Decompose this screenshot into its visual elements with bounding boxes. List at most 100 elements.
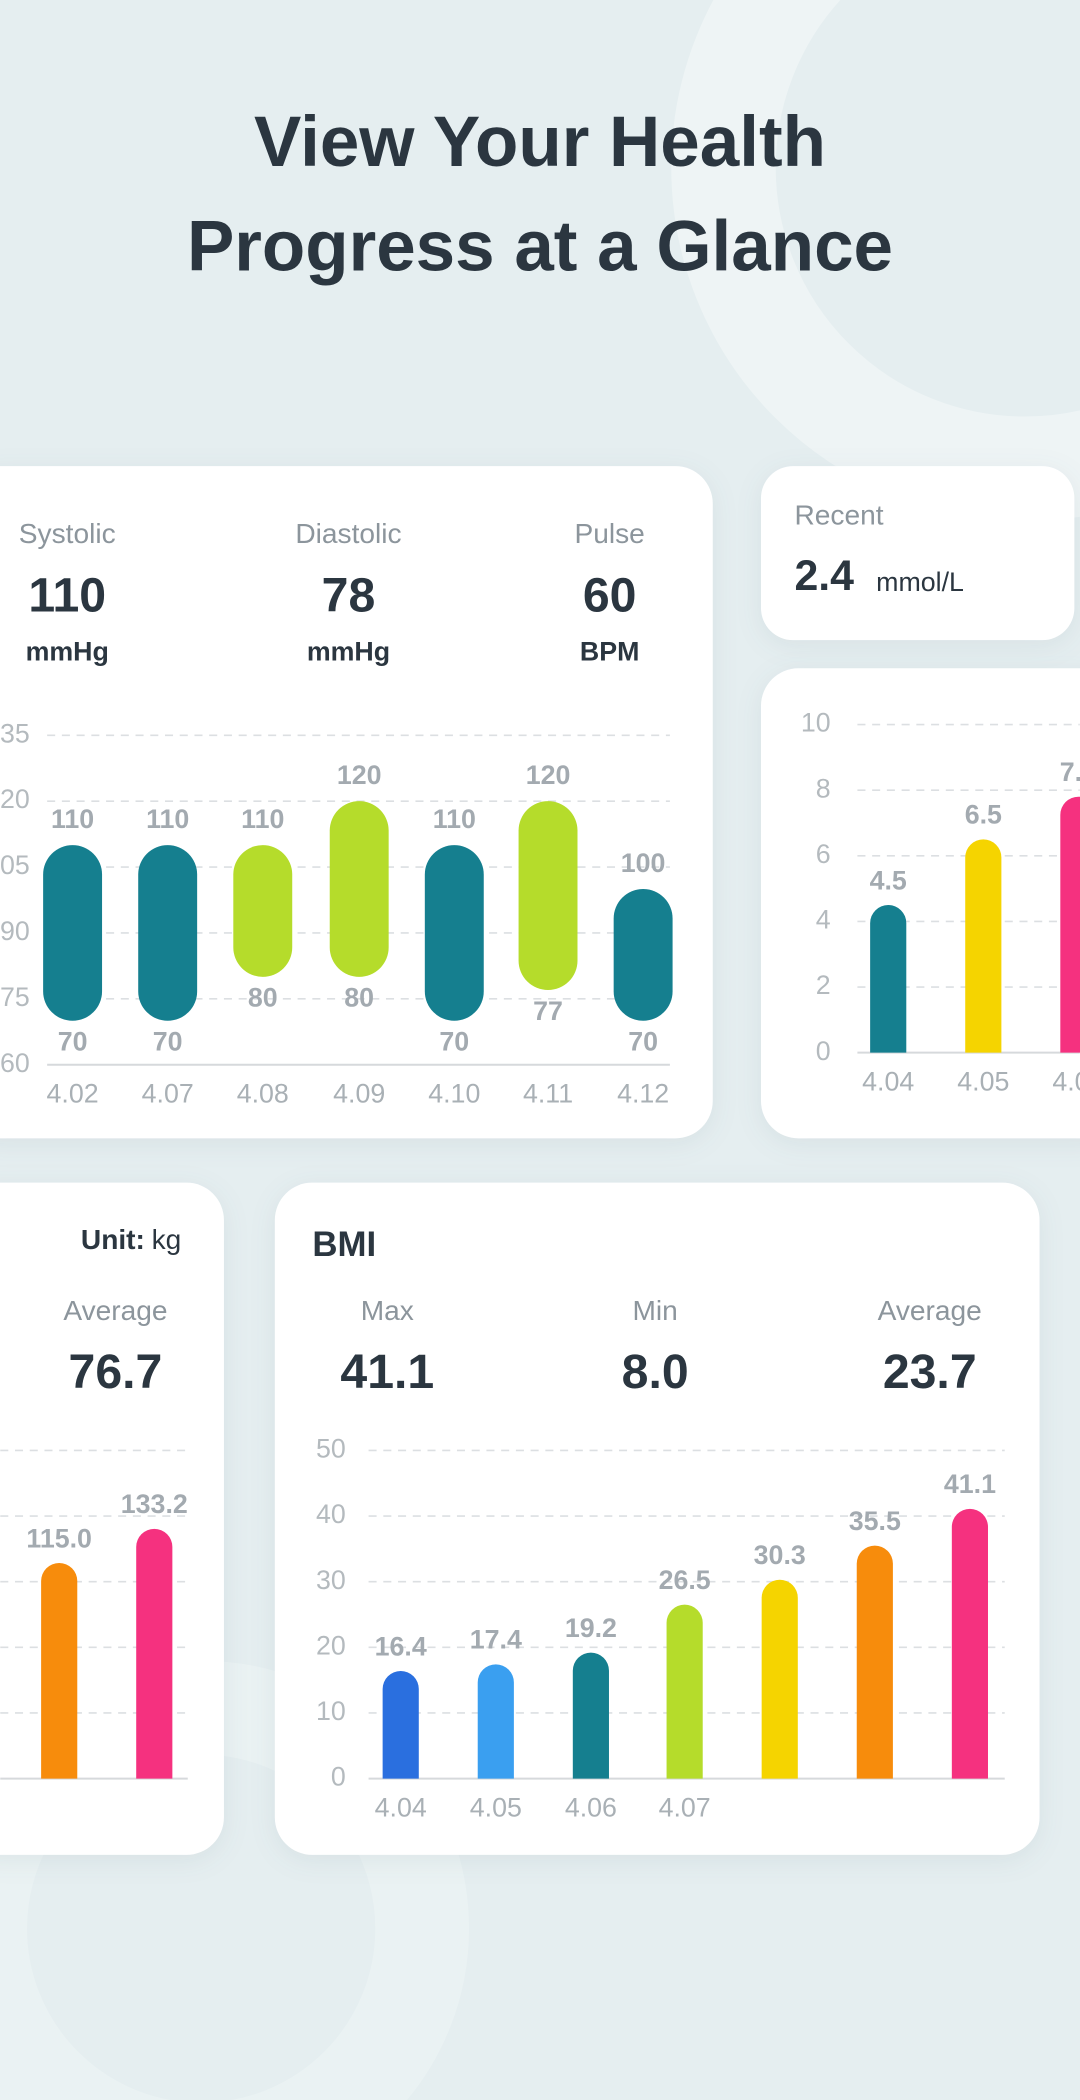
bar	[856, 1545, 893, 1779]
stat-value: 76.7	[69, 1345, 163, 1399]
stat-value: 2.4	[794, 552, 854, 600]
data-label: 120	[526, 760, 571, 790]
y-tick-label: 0	[816, 1036, 831, 1066]
recent-card	[760, 466, 1075, 641]
bar	[572, 1652, 609, 1779]
bar	[951, 1508, 988, 1779]
data-label: 26.5	[659, 1565, 711, 1595]
range-bar	[424, 845, 484, 1021]
x-tick-label: 4.05	[470, 1792, 522, 1822]
x-tick-label: 4.05	[957, 1067, 1009, 1097]
x-tick-label: 4.11	[523, 1079, 573, 1109]
y-tick-label: 6	[816, 839, 831, 869]
x-tick-label: 4.04	[862, 1067, 914, 1097]
y-tick-label: 135	[0, 718, 30, 748]
data-label: 110	[241, 804, 284, 834]
x-tick-label: 4.02	[47, 1079, 99, 1109]
x-tick-label: 4.06	[565, 1792, 617, 1822]
bar	[666, 1604, 703, 1779]
x-tick-label: 4.09	[333, 1079, 385, 1109]
stat-label: Diastolic	[295, 518, 401, 549]
card-title: BMI	[312, 1225, 376, 1264]
y-tick-label: 120	[0, 784, 30, 814]
stat-value: 41.1	[340, 1345, 434, 1399]
y-tick-label: 8	[816, 773, 831, 803]
stat-label: Pulse	[574, 518, 644, 549]
x-tick-label: 4.10	[428, 1079, 480, 1109]
y-tick-label: 105	[0, 850, 30, 880]
data-label: 17.4	[470, 1625, 522, 1655]
y-tick-label: 20	[316, 1630, 346, 1660]
x-tick-label: 4.08	[237, 1079, 289, 1109]
data-label: 6.5	[965, 800, 1002, 830]
data-label: 30.3	[754, 1540, 806, 1570]
stat-label: Min	[633, 1295, 678, 1326]
x-tick-label: 4.07	[659, 1792, 711, 1822]
stat-value: 110	[28, 568, 106, 622]
y-tick-label: 60	[0, 1048, 30, 1078]
stat-unit: mmHg	[26, 637, 109, 667]
stat-label: Max	[361, 1295, 414, 1326]
range-bar	[329, 801, 389, 977]
y-tick-label: 75	[0, 982, 30, 1012]
x-tick-label: 4.06	[1052, 1067, 1080, 1097]
data-label: 133.2	[121, 1489, 188, 1519]
range-bar	[613, 889, 673, 1021]
x-tick-label: 4.04	[375, 1792, 427, 1822]
data-label: 77	[533, 996, 563, 1026]
data-label: 70	[153, 1027, 183, 1057]
data-label: 70	[58, 1027, 88, 1057]
data-label: 70	[439, 1027, 469, 1057]
data-label: 80	[344, 983, 374, 1013]
y-tick-label: 30	[316, 1565, 346, 1595]
data-label: 7.8	[1060, 757, 1080, 787]
stat-value: 8.0	[622, 1345, 689, 1399]
x-tick-label: 4.07	[142, 1079, 194, 1109]
stat-value: 60	[583, 568, 637, 622]
data-label: 120	[337, 760, 382, 790]
bar	[870, 905, 907, 1053]
data-label: 35.5	[849, 1506, 901, 1536]
headline: Progress at a Glance	[187, 208, 893, 287]
data-label: 110	[51, 804, 94, 834]
bar	[382, 1670, 419, 1779]
stat-unit: BPM	[580, 637, 639, 667]
y-tick-label: 10	[801, 708, 831, 738]
y-tick-label: 2	[816, 970, 831, 1000]
y-tick-label: 4	[816, 905, 831, 935]
stat-value: 23.7	[883, 1345, 977, 1399]
stat-label: Average	[63, 1295, 167, 1326]
data-label: 70	[628, 1027, 658, 1057]
y-tick-label: 90	[0, 916, 30, 946]
stat-unit: mmHg	[307, 637, 390, 667]
data-label: 110	[433, 804, 476, 834]
range-bar	[43, 845, 103, 1021]
glucose-card	[760, 668, 1080, 1139]
unit: kg	[152, 1224, 182, 1255]
bar	[761, 1579, 798, 1779]
data-label: 115.0	[26, 1523, 92, 1553]
bar	[136, 1528, 173, 1779]
data-label: 100	[621, 848, 666, 878]
stat-label: Systolic	[19, 518, 116, 549]
headline: View Your Health	[254, 103, 826, 182]
unit-label: Unit:	[81, 1224, 145, 1255]
stat-label: Average	[878, 1295, 982, 1326]
y-tick-label: 10	[316, 1696, 346, 1726]
bar	[1060, 796, 1080, 1053]
data-label: 19.2	[565, 1613, 617, 1643]
bmi-card	[274, 1182, 1040, 1855]
y-tick-label: 0	[331, 1762, 346, 1792]
data-label: 4.5	[870, 865, 907, 895]
data-label: 110	[146, 804, 189, 834]
data-label: 16.4	[375, 1631, 427, 1661]
data-label: 80	[248, 983, 278, 1013]
bar	[477, 1664, 514, 1779]
bar	[41, 1562, 78, 1779]
stat-unit: mmol/L	[876, 567, 964, 597]
x-tick-label: 4.12	[617, 1079, 669, 1109]
content: Systolic110mmHgDiastolic78mmHgPulse60BPM…	[0, 499, 1080, 1822]
data-label: 41.1	[944, 1469, 996, 1499]
y-tick-label: 50	[316, 1434, 346, 1464]
